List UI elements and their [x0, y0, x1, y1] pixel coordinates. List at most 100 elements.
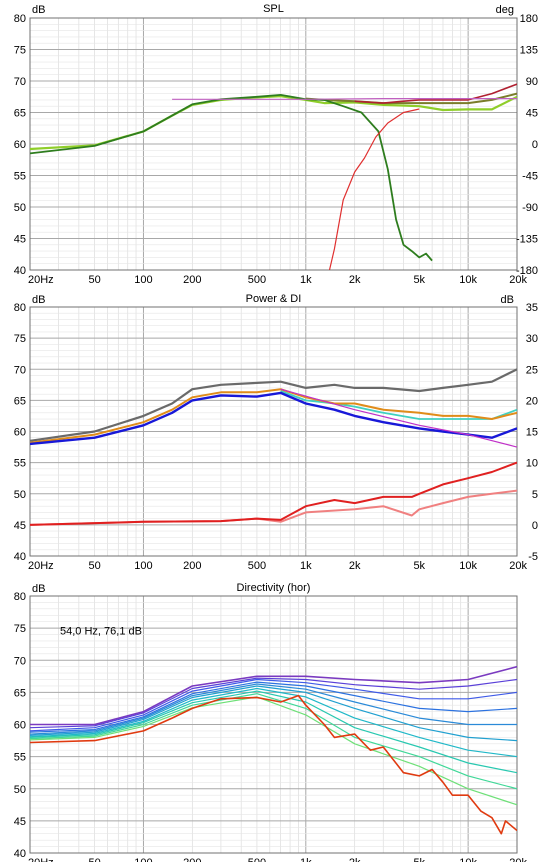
y-tick-label: 60 — [14, 427, 26, 439]
cursor-readout: 54,0 Hz, 76,1 dB — [60, 626, 142, 638]
y-axis-unit-left: dB — [32, 294, 45, 306]
y-tick-label: 40 — [14, 848, 26, 860]
x-tick-label: 10k — [459, 560, 477, 572]
x-tick-label: 50 — [88, 560, 100, 572]
series-line — [30, 687, 517, 758]
y2-tick-label: 0 — [532, 139, 538, 151]
x-tick-label: 1k — [300, 274, 312, 286]
y-tick-label: 50 — [14, 784, 26, 796]
y-tick-label: 75 — [14, 45, 26, 57]
series-line — [354, 83, 517, 104]
di-line — [30, 461, 517, 526]
x-tick-label: 2k — [349, 560, 361, 572]
y-tick-label: 70 — [14, 655, 26, 667]
y-axis-unit-right: deg — [496, 4, 514, 16]
y-tick-label: 45 — [14, 816, 26, 828]
y-tick-label: 55 — [14, 458, 26, 470]
y-tick-label: 40 — [14, 265, 26, 277]
series-line — [30, 690, 517, 774]
x-tick-label: 100 — [134, 560, 152, 572]
series-line — [172, 98, 517, 100]
series-line — [30, 694, 517, 835]
x-tick-label: 200 — [183, 274, 201, 286]
grid — [30, 307, 517, 556]
x-tick-label: 20Hz — [28, 560, 54, 572]
chart-title: Power & DI — [246, 293, 302, 305]
series-group — [30, 665, 517, 835]
y-tick-label: 50 — [14, 489, 26, 501]
y-tick-label: 55 — [14, 171, 26, 183]
series-line — [30, 391, 517, 446]
y-tick-label: 45 — [14, 520, 26, 532]
series-line — [30, 388, 517, 444]
y2-tick-label: 15 — [526, 427, 538, 439]
x-tick-label: 20k — [509, 857, 527, 862]
y-axis-unit-left: dB — [32, 4, 45, 16]
y-tick-label: 60 — [14, 720, 26, 732]
y2-tick-label: 25 — [526, 364, 538, 376]
x-tick-label: 500 — [248, 560, 266, 572]
x-tick-label: 100 — [134, 274, 152, 286]
series-group — [30, 368, 517, 526]
y-tick-label: 55 — [14, 752, 26, 764]
series-line — [30, 677, 517, 729]
y-tick-label: 80 — [14, 591, 26, 603]
y-tick-label: 40 — [14, 551, 26, 563]
x-tick-label: 500 — [248, 857, 266, 862]
x-tick-label: 1k — [300, 560, 312, 572]
series-group — [30, 83, 517, 270]
y2-tick-label: 20 — [526, 395, 538, 407]
y2-tick-label: 135 — [520, 45, 538, 57]
series-line — [305, 92, 517, 105]
y-tick-label: 75 — [14, 623, 26, 635]
series-line — [30, 696, 517, 806]
y2-tick-label: -135 — [516, 234, 538, 246]
x-tick-label: 20k — [509, 274, 527, 286]
y-tick-label: 70 — [14, 364, 26, 376]
y2-tick-label: -5 — [528, 551, 538, 563]
series-line — [30, 678, 517, 732]
y-tick-label: 50 — [14, 202, 26, 214]
series-line — [30, 685, 517, 742]
y2-tick-label: 30 — [526, 333, 538, 345]
x-tick-label: 20Hz — [28, 857, 54, 862]
x-tick-label: 50 — [88, 274, 100, 286]
x-tick-label: 20Hz — [28, 274, 54, 286]
chart-panel-2: Directivity (hor) dB 80 75 70 65 60 55 50 45 4020H… — [14, 582, 528, 867]
y2-tick-label: -180 — [516, 265, 538, 277]
x-tick-label: 5k — [413, 857, 425, 862]
plot-frame — [29, 306, 518, 557]
x-tick-label: 2k — [349, 857, 361, 862]
y-tick-label: 65 — [14, 395, 26, 407]
y-axis-unit-right: dB — [501, 294, 514, 306]
grid — [30, 18, 517, 270]
y2-tick-label: -90 — [522, 202, 538, 214]
x-tick-label: 5k — [413, 560, 425, 572]
x-tick-label: 10k — [459, 274, 477, 286]
chart-panel-0: SPL dB deg 80 75 70 65 60 55 50 45 40 180 135 90 45 0 -45… — [14, 3, 538, 286]
y-axis-unit-left: dB — [32, 583, 45, 595]
y2-tick-label: 90 — [526, 76, 538, 88]
x-tick-label: 500 — [248, 274, 266, 286]
x-tick-label: 5k — [413, 274, 425, 286]
grid — [30, 596, 517, 853]
x-tick-label: 200 — [183, 857, 201, 862]
chart-title: Directivity (hor) — [237, 582, 311, 594]
series-line — [30, 368, 517, 442]
y-tick-label: 75 — [14, 333, 26, 345]
series-line — [30, 681, 517, 733]
y-tick-label: 80 — [14, 302, 26, 314]
y2-tick-label: 180 — [520, 13, 538, 25]
series-line — [30, 683, 517, 735]
series-line — [280, 388, 517, 448]
x-tick-label: 1k — [300, 857, 312, 862]
x-tick-label: 200 — [183, 560, 201, 572]
series-line — [280, 390, 517, 420]
chart-title: SPL — [263, 3, 284, 15]
y-tick-label: 60 — [14, 139, 26, 151]
x-tick-label: 10k — [459, 857, 477, 862]
y-tick-label: 65 — [14, 108, 26, 120]
x-tick-label: 50 — [88, 857, 100, 862]
